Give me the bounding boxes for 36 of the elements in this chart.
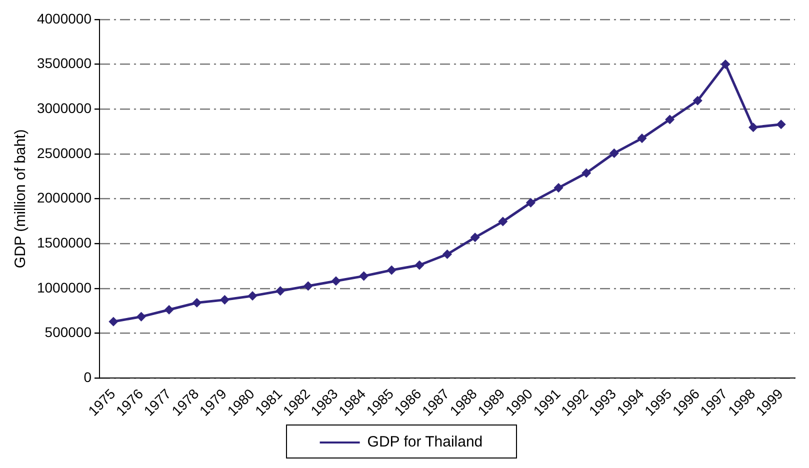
point — [164, 306, 174, 314]
point — [248, 292, 257, 300]
y-tick-label: 3000000 — [36, 100, 92, 116]
y-axis-title: GDP (million of baht) — [12, 129, 30, 268]
point — [693, 96, 702, 105]
y-tick-label: 1500000 — [36, 234, 92, 250]
point — [304, 282, 312, 290]
point — [582, 168, 591, 178]
y-tick-label: 2000000 — [36, 190, 92, 206]
point — [721, 60, 730, 68]
point — [666, 115, 674, 124]
point — [470, 233, 480, 242]
y-tick-label: 2500000 — [36, 144, 92, 161]
y-tick-label: 0 — [84, 368, 92, 385]
point — [638, 134, 646, 143]
point — [387, 266, 396, 274]
legend-label: GDP for Thailand — [367, 434, 483, 451]
point — [610, 148, 618, 158]
point — [415, 260, 424, 270]
y-tick-label: 1000000 — [36, 279, 92, 296]
point — [220, 296, 229, 304]
point — [192, 298, 202, 308]
point — [360, 272, 368, 280]
point — [109, 317, 118, 326]
point — [136, 312, 146, 321]
point — [526, 198, 535, 207]
point — [443, 250, 452, 259]
point — [776, 120, 786, 129]
y-tick-label: 500000 — [44, 324, 92, 340]
y-tick-label: 3500000 — [36, 55, 92, 72]
y-tick-label: 4000000 — [36, 10, 92, 26]
point — [332, 276, 340, 286]
point — [554, 184, 563, 192]
point — [276, 286, 285, 296]
point — [749, 123, 758, 132]
point — [498, 217, 508, 226]
